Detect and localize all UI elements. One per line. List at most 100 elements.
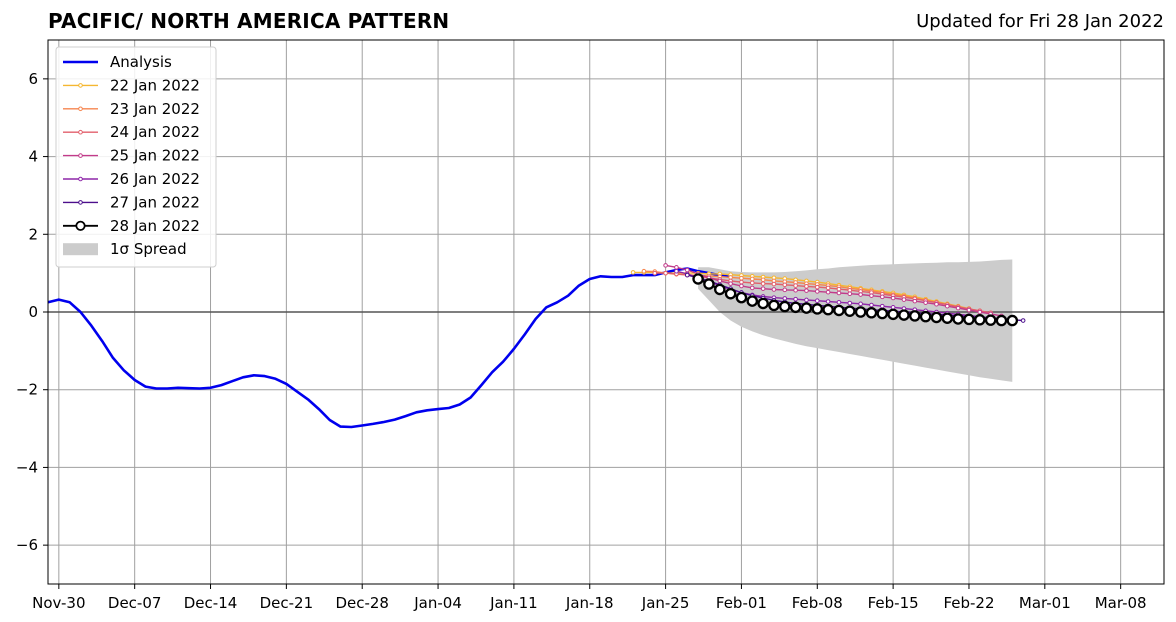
forecast-point	[858, 301, 863, 307]
forecast-point	[739, 275, 744, 281]
forecast-point	[771, 287, 777, 292]
forecast-point	[692, 273, 704, 285]
forecast-point	[1020, 318, 1026, 323]
forecast-point	[977, 309, 983, 315]
forecast-point	[749, 276, 755, 282]
y-axis: −6 −4 −2 0 2 4 6	[16, 70, 48, 554]
forecast-point	[749, 285, 755, 291]
forecast-point	[898, 309, 910, 321]
legend-label: 26 Jan 2022	[110, 170, 200, 188]
forecast-point	[923, 300, 928, 305]
analysis-line	[47, 267, 731, 429]
forecast-point	[934, 301, 939, 307]
forecast-point	[825, 289, 831, 295]
forecast-point	[836, 290, 842, 296]
legend-label: 1σ Spread	[110, 240, 187, 258]
legend-swatch	[63, 243, 98, 256]
legend-entry: 1σ Spread	[63, 240, 187, 258]
forecast-point	[847, 291, 853, 297]
forecast-point	[746, 295, 759, 307]
forecast-point	[663, 270, 668, 276]
forecast-point	[782, 287, 788, 293]
forecast-point	[1006, 314, 1019, 327]
x-tick-label: Jan-04	[413, 594, 462, 612]
forecast-point	[836, 286, 842, 292]
forecast-point	[814, 284, 820, 290]
forecast-point	[771, 281, 777, 287]
x-tick-label: Mar-08	[1095, 594, 1147, 612]
forecast-point	[674, 265, 679, 270]
legend-entry: 23 Jan 2022	[63, 100, 200, 118]
forecast-point	[941, 312, 954, 324]
forecast-point	[717, 278, 723, 284]
legend-label: 25 Jan 2022	[110, 147, 200, 165]
forecast-point	[757, 297, 769, 310]
forecast-point	[858, 292, 863, 297]
y-tick-label: 4	[28, 148, 38, 166]
forecast-point	[919, 310, 932, 323]
forecast-point	[887, 308, 899, 321]
forecast-series	[692, 273, 1019, 327]
legend-entry: 26 Jan 2022	[63, 170, 200, 188]
forecast-point	[684, 267, 690, 273]
forecast-point	[684, 272, 690, 278]
forecast-point	[822, 303, 834, 316]
legend-entry: 24 Jan 2022	[63, 123, 200, 141]
forecast-point	[847, 300, 853, 306]
forecast-point	[768, 299, 780, 312]
forecast-point	[869, 302, 874, 308]
y-tick-label: 2	[28, 225, 38, 243]
x-tick-label: Jan-18	[565, 594, 614, 612]
forecast-point	[901, 297, 907, 302]
x-tick-label: Dec-14	[184, 594, 238, 612]
forecast-point	[879, 294, 885, 300]
legend-marker	[78, 176, 83, 182]
forecast-point	[760, 277, 766, 283]
forecast-point	[641, 268, 647, 274]
x-tick-label: Dec-28	[335, 594, 389, 612]
forecast-point	[804, 284, 809, 289]
forecast-point	[865, 307, 878, 319]
legend-marker	[78, 83, 83, 88]
x-axis: Nov-30 Dec-07 Dec-14 Dec-21 Dec-28 Jan-04 Jan-…	[32, 584, 1147, 612]
legend-label: 28 Jan 2022	[110, 217, 200, 235]
forecast-point	[966, 307, 972, 313]
y-tick-label: −2	[16, 381, 38, 399]
forecast-point	[728, 281, 733, 286]
forecast-point	[811, 303, 824, 315]
forecast-point	[974, 314, 986, 326]
legend-entry: 27 Jan 2022	[63, 193, 200, 211]
x-tick-label: Jan-11	[489, 594, 538, 612]
y-tick-label: 6	[28, 70, 38, 88]
x-tick-label: Nov-30	[32, 594, 85, 612]
forecast-point	[952, 313, 964, 325]
legend-marker	[75, 220, 86, 231]
x-tick-label: Feb-08	[792, 594, 843, 612]
forecast-point	[833, 304, 845, 317]
forecast-point	[739, 283, 744, 289]
forecast-point	[876, 307, 889, 320]
forecast-point	[804, 297, 809, 303]
forecast-point	[793, 296, 798, 302]
forecast-point	[714, 283, 726, 296]
forecast-point	[800, 302, 813, 314]
legend-label: 22 Jan 2022	[110, 76, 200, 94]
legend-entry: 22 Jan 2022	[63, 76, 200, 94]
forecast-point	[995, 314, 1008, 327]
forecast-point	[984, 314, 997, 326]
forecast-point	[844, 305, 856, 317]
forecast-point	[789, 301, 802, 314]
x-tick-label: Feb-22	[943, 594, 994, 612]
forecast-point	[630, 270, 636, 275]
y-tick-label: −6	[16, 536, 38, 554]
forecast-point	[963, 313, 975, 326]
forecast-point	[854, 306, 867, 318]
legend-entry: 25 Jan 2022	[63, 147, 200, 165]
legend-entry: 28 Jan 2022	[63, 217, 200, 235]
x-tick-label: Jan-25	[641, 594, 690, 612]
legend-marker	[78, 129, 83, 135]
x-tick-label: Feb-01	[716, 594, 767, 612]
chart-subtitle: Updated for Fri 28 Jan 2022	[916, 11, 1164, 32]
legend-label: Analysis	[110, 53, 172, 71]
